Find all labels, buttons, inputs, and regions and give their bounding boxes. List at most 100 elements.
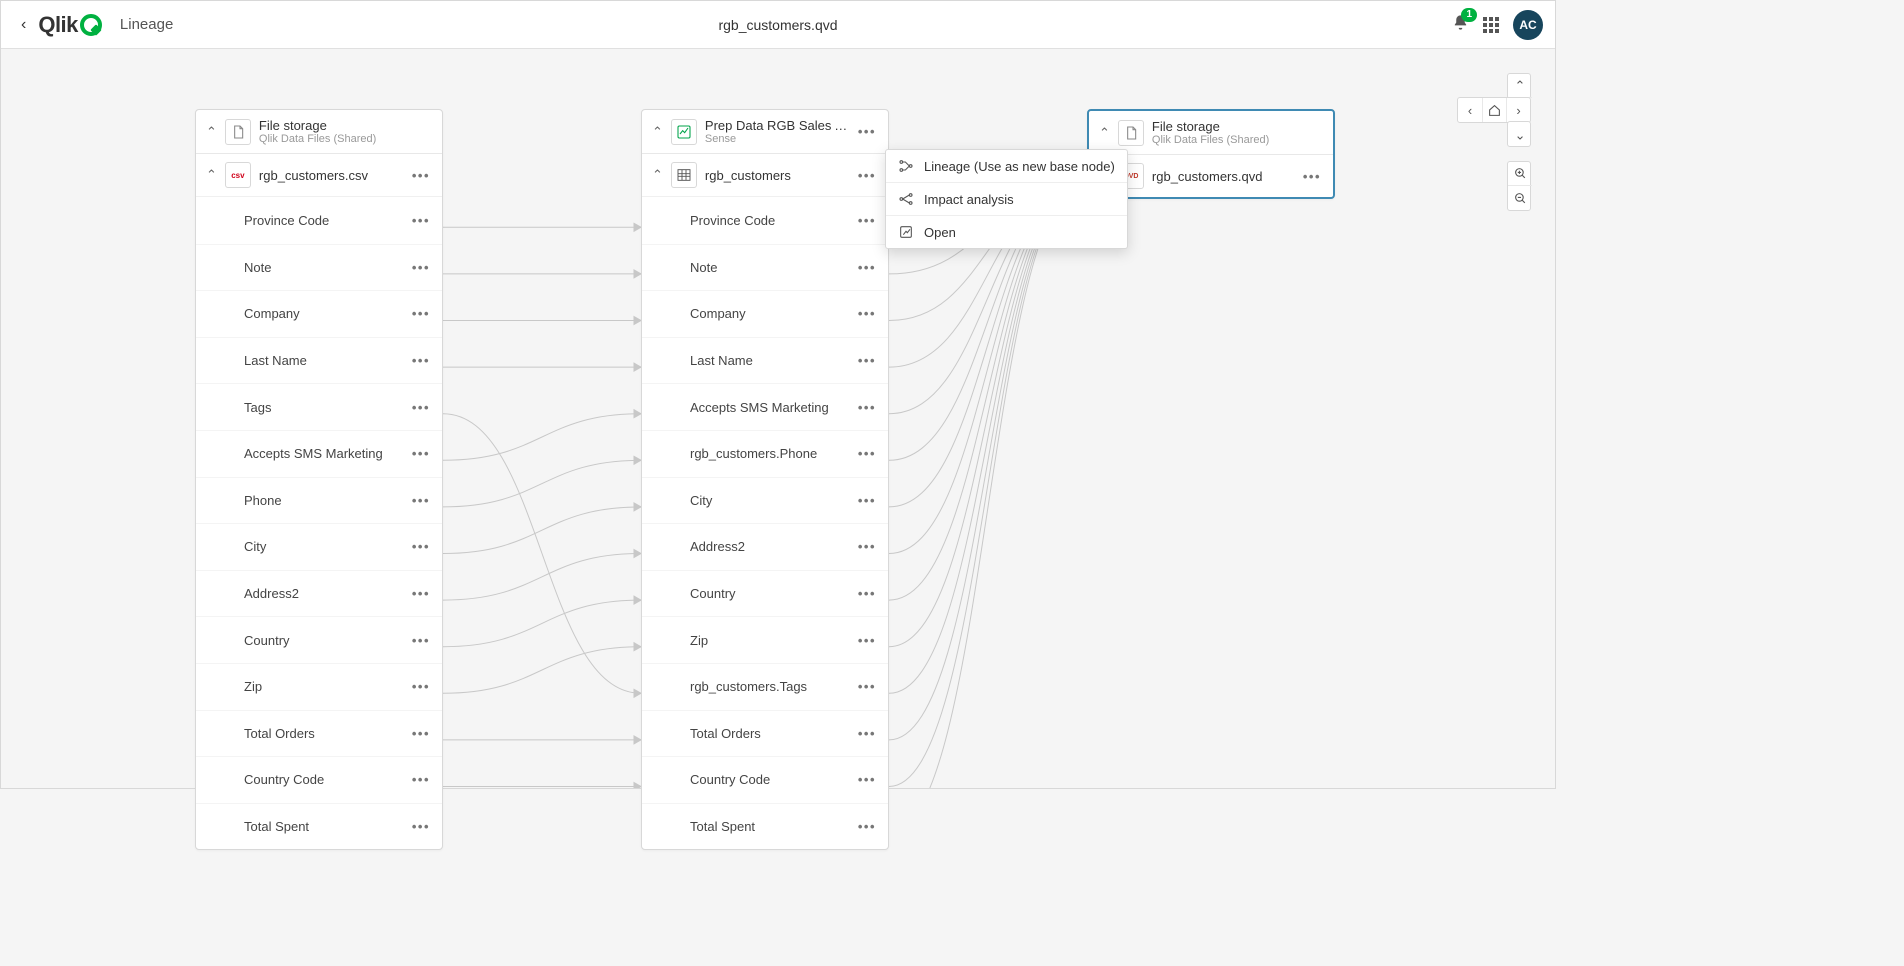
field-row[interactable]: Company••• xyxy=(196,290,442,337)
field-row[interactable]: Country••• xyxy=(642,570,888,617)
field-row[interactable]: Company ••• xyxy=(642,290,888,337)
more-button[interactable]: ••• xyxy=(410,353,432,368)
more-button[interactable]: ••• xyxy=(410,168,432,183)
field-row[interactable]: Address2••• xyxy=(642,523,888,570)
more-button[interactable]: ••• xyxy=(856,446,878,461)
more-button[interactable]: ••• xyxy=(410,726,432,741)
transform-node: ⌃ Prep Data RGB Sales A… Sense ••• ⌃ rgb… xyxy=(641,109,889,850)
field-row[interactable]: Phone ••• xyxy=(196,477,442,524)
field-label: Phone xyxy=(244,493,282,508)
field-row[interactable]: rgb_customers.Tags••• xyxy=(642,663,888,710)
menu-label: Impact analysis xyxy=(924,192,1014,207)
more-button[interactable]: ••• xyxy=(856,213,878,228)
apps-button[interactable] xyxy=(1483,17,1499,33)
field-row[interactable]: Note••• xyxy=(196,244,442,291)
nav-left-button[interactable]: ‹ xyxy=(1458,98,1482,122)
node-header[interactable]: ⌃ Prep Data RGB Sales A… Sense ••• xyxy=(642,110,888,154)
more-button[interactable]: ••• xyxy=(856,168,878,183)
more-button[interactable]: ••• xyxy=(410,260,432,275)
more-button[interactable]: ••• xyxy=(856,633,878,648)
nav-home-button[interactable] xyxy=(1482,98,1506,122)
menu-item-lineage[interactable]: Lineage (Use as new base node) xyxy=(886,150,1127,182)
open-icon xyxy=(898,224,914,240)
more-button[interactable]: ••• xyxy=(410,819,432,834)
menu-label: Open xyxy=(924,225,956,240)
collapse-icon[interactable]: ⌃ xyxy=(652,124,663,140)
more-button[interactable]: ••• xyxy=(410,213,432,228)
field-row[interactable]: Total Spent••• xyxy=(196,803,442,850)
more-button[interactable]: ••• xyxy=(410,306,432,321)
field-row[interactable]: Province Code ••• xyxy=(642,197,888,244)
item-title: rgb_customers.csv xyxy=(259,168,402,183)
field-row[interactable]: Total Spent••• xyxy=(642,803,888,850)
collapse-icon[interactable]: ⌃ xyxy=(1099,125,1110,141)
field-row[interactable]: Address2 ••• xyxy=(196,570,442,617)
csv-icon: csv xyxy=(225,162,251,188)
lineage-canvas[interactable]: ⌃ File storage Qlik Data Files (Shared) … xyxy=(1,49,1555,788)
field-row[interactable]: Tags••• xyxy=(196,383,442,430)
more-button[interactable]: ••• xyxy=(410,679,432,694)
field-row[interactable]: Province Code••• xyxy=(196,197,442,244)
field-label: Province Code xyxy=(690,213,775,228)
more-button[interactable]: ••• xyxy=(410,539,432,554)
more-button[interactable]: ••• xyxy=(856,726,878,741)
menu-item-open[interactable]: Open xyxy=(886,215,1127,248)
field-row[interactable]: Last Name••• xyxy=(196,337,442,384)
field-row[interactable]: City••• xyxy=(642,477,888,524)
more-button[interactable]: ••• xyxy=(410,446,432,461)
field-row[interactable]: Country••• xyxy=(196,616,442,663)
field-row[interactable]: Accepts SMS Marketing••• xyxy=(196,430,442,477)
more-button[interactable]: ••• xyxy=(410,493,432,508)
field-label: Company xyxy=(690,306,746,321)
collapse-icon[interactable]: ⌃ xyxy=(206,124,217,140)
field-row[interactable]: Zip••• xyxy=(642,616,888,663)
more-button[interactable]: ••• xyxy=(856,306,878,321)
more-button[interactable]: ••• xyxy=(410,586,432,601)
more-button[interactable]: ••• xyxy=(410,400,432,415)
more-button[interactable]: ••• xyxy=(1301,169,1323,184)
field-row[interactable]: Total Orders••• xyxy=(196,710,442,757)
field-row[interactable]: City••• xyxy=(196,523,442,570)
collapse-icon[interactable]: ⌃ xyxy=(206,167,217,183)
field-label: Address2 xyxy=(244,586,299,601)
node-subtitle: Sense xyxy=(705,133,848,145)
more-button[interactable]: ••• xyxy=(410,772,432,787)
impact-icon xyxy=(898,191,914,207)
nav-right-button[interactable]: › xyxy=(1506,98,1530,122)
more-button[interactable]: ••• xyxy=(856,586,878,601)
back-button[interactable]: ‹ xyxy=(13,12,34,38)
more-button[interactable]: ••• xyxy=(856,493,878,508)
more-button[interactable]: ••• xyxy=(856,353,878,368)
collapse-icon[interactable]: ⌃ xyxy=(652,167,663,183)
field-row[interactable]: Note••• xyxy=(642,244,888,291)
field-row[interactable]: rgb_customers.Phone••• xyxy=(642,430,888,477)
node-title: File storage xyxy=(1152,119,1323,134)
zoom-out-button[interactable] xyxy=(1508,186,1532,210)
more-button[interactable]: ••• xyxy=(856,124,878,139)
table-row[interactable]: ⌃ csv rgb_customers.csv ••• xyxy=(196,154,442,197)
field-row[interactable]: Last Name••• xyxy=(642,337,888,384)
nav-down-button[interactable]: ⌃ xyxy=(1508,122,1532,146)
zoom-controls xyxy=(1507,161,1531,211)
more-button[interactable]: ••• xyxy=(856,400,878,415)
more-button[interactable]: ••• xyxy=(856,539,878,554)
more-button[interactable]: ••• xyxy=(856,260,878,275)
field-row[interactable]: Accepts SMS Marketing••• xyxy=(642,383,888,430)
table-row[interactable]: ⌃ rgb_customers ••• xyxy=(642,154,888,197)
item-title: rgb_customers xyxy=(705,168,848,183)
field-row[interactable]: Country Code••• xyxy=(196,756,442,803)
nav-up-button[interactable]: ⌃ xyxy=(1508,74,1532,98)
field-row[interactable]: Total Orders••• xyxy=(642,710,888,757)
avatar[interactable]: AC xyxy=(1513,10,1543,40)
field-row[interactable]: Zip••• xyxy=(196,663,442,710)
more-button[interactable]: ••• xyxy=(856,679,878,694)
more-button[interactable]: ••• xyxy=(856,772,878,787)
more-button[interactable]: ••• xyxy=(856,819,878,834)
node-header[interactable]: ⌃ File storage Qlik Data Files (Shared) xyxy=(196,110,442,154)
menu-item-impact[interactable]: Impact analysis xyxy=(886,182,1127,215)
qlik-logo[interactable]: Qlik xyxy=(38,12,102,38)
zoom-in-button[interactable] xyxy=(1508,162,1532,186)
notifications-button[interactable]: 1 xyxy=(1452,14,1469,36)
field-row[interactable]: Country Code••• xyxy=(642,756,888,803)
more-button[interactable]: ••• xyxy=(410,633,432,648)
